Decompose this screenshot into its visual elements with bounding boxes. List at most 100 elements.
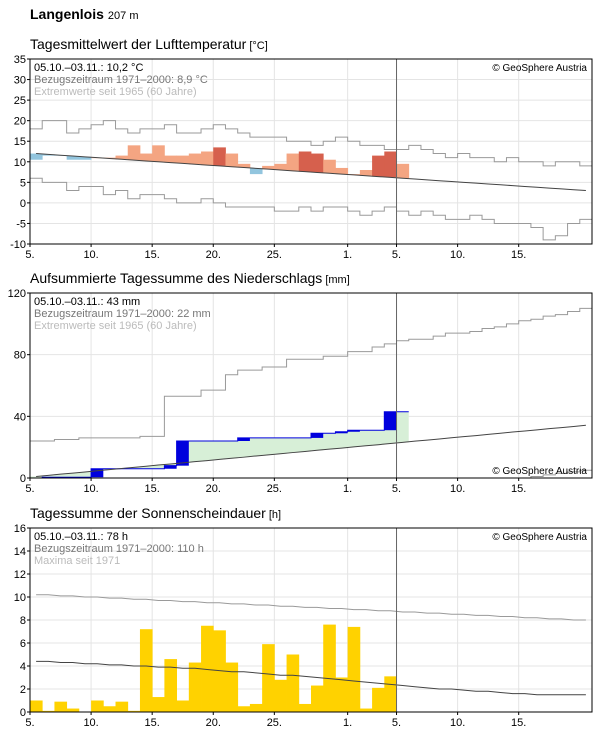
temp-bar	[298, 151, 312, 172]
prec-info-extremes: Extremwerte seit 1965 (60 Jahre)	[34, 320, 197, 332]
temp-xtick-label: 10.	[83, 249, 98, 261]
sun-ytick-label: 0	[20, 707, 26, 719]
temp-xtick-label: 20.	[206, 249, 221, 261]
sun-bar	[201, 625, 214, 712]
sunshine-title: Tagessumme der Sonnenscheindauer [h]	[30, 505, 281, 521]
temperature-title-text: Tagesmittelwert der Lufttemperatur	[30, 36, 247, 52]
temp-bar	[188, 153, 202, 165]
sun-bar	[384, 676, 397, 712]
sun-ytick-label: 12	[14, 569, 26, 581]
sun-bar	[286, 654, 300, 712]
temp-ytick-label: 0	[20, 198, 26, 210]
temp-ytick-label: -5	[16, 218, 26, 230]
prec-ytick-label: 80	[14, 350, 26, 362]
prec-increment-bar	[176, 441, 189, 466]
temp-xtick-label: 25.	[267, 249, 282, 261]
sun-reference-line	[36, 660, 586, 696]
sun-bar	[274, 679, 287, 712]
temp-bar	[201, 151, 214, 166]
temp-bar	[396, 163, 410, 179]
sun-bar	[139, 629, 153, 712]
temp-ytick-label: 5	[20, 177, 26, 189]
temp-plot-border	[29, 58, 593, 245]
temp-bar	[115, 155, 129, 160]
temp-bar	[127, 145, 141, 161]
prec-increment-bar	[311, 433, 324, 438]
sun-xtick-label: 25.	[267, 717, 282, 729]
temp-bar	[78, 156, 92, 160]
temp-bar	[139, 153, 153, 161]
sun-xtick-label: 20.	[206, 717, 221, 729]
prec-xtick-label: 15.	[145, 483, 160, 495]
sun-bar	[164, 659, 178, 712]
prec-xtick-label: 10.	[450, 483, 465, 495]
temp-bar	[372, 155, 385, 177]
precipitation-unit: [mm]	[325, 274, 350, 286]
temp-copyright: © GeoSphere Austria	[492, 63, 587, 74]
temp-bar	[249, 168, 263, 175]
sun-ytick-label: 14	[14, 546, 26, 558]
temp-ytick-label: 15	[14, 136, 26, 148]
temp-extreme-min-line	[30, 177, 592, 241]
sun-bar	[91, 700, 104, 712]
sun-xtick-label: 15.	[145, 717, 160, 729]
prec-increment-bar	[237, 437, 250, 441]
prec-ytick-label: 0	[20, 473, 26, 485]
sun-xtick-label: 10.	[83, 717, 98, 729]
temp-info-extremes: Extremwerte seit 1965 (60 Jahre)	[34, 86, 197, 98]
prec-increment-bar	[384, 411, 397, 431]
temp-bar	[359, 170, 373, 176]
temp-bar	[384, 151, 397, 178]
sun-xtick-label: 1.	[343, 717, 352, 729]
sun-bar	[372, 687, 385, 712]
prec-increment-bar	[335, 431, 348, 434]
temperature-title: Tagesmittelwert der Lufttemperatur [°C]	[30, 36, 268, 52]
sun-bar	[323, 624, 336, 712]
sun-bar	[298, 703, 312, 712]
sun-bar	[225, 662, 239, 712]
prec-xtick-label: 20.	[206, 483, 221, 495]
sun-xtick-label: 15.	[511, 717, 526, 729]
temp-bar	[152, 145, 165, 162]
temp-bar	[164, 155, 178, 163]
sun-bar	[335, 677, 349, 712]
temp-info-reference: Bezugszeitraum 1971–2000: 8,9 °C	[34, 74, 208, 86]
prec-xtick-label: 10.	[83, 483, 98, 495]
temp-bar	[262, 165, 275, 170]
temp-bar	[176, 155, 190, 164]
temp-xtick-label: 1.	[343, 249, 352, 261]
sun-bar	[115, 701, 129, 712]
temp-bar	[274, 163, 287, 170]
sun-bar	[249, 703, 263, 712]
prec-info-current: 05.10.–03.11.: 43 mm	[34, 296, 140, 308]
sun-bar	[176, 700, 190, 712]
temp-xtick-label: 15.	[145, 249, 160, 261]
temp-bar	[30, 153, 43, 160]
temp-xtick-label: 5.	[392, 249, 401, 261]
prec-xtick-label: 1.	[343, 483, 352, 495]
temp-ytick-label: -10	[10, 239, 26, 251]
sun-ytick-label: 6	[20, 638, 26, 650]
sun-xtick-label: 10.	[450, 717, 465, 729]
prec-xtick-label: 5.	[392, 483, 401, 495]
sun-bar	[262, 644, 275, 712]
sun-ytick-label: 10	[14, 592, 26, 604]
sun-bar	[347, 626, 361, 712]
prec-reference-line	[36, 424, 586, 477]
sun-bar	[359, 708, 373, 712]
sun-bar	[213, 630, 226, 712]
precipitation-title-text: Aufsummierte Tagessumme des Niederschlag…	[30, 270, 323, 286]
temp-bar	[286, 153, 300, 171]
sun-bar	[30, 700, 43, 712]
sun-copyright: © GeoSphere Austria	[492, 532, 587, 543]
sun-bar	[103, 706, 116, 712]
sun-maxima-line	[36, 594, 586, 621]
sun-ytick-label: 2	[20, 684, 26, 696]
station-elevation: 207 m	[107, 10, 139, 22]
temp-ytick-label: 25	[14, 95, 26, 107]
temp-xtick-label: 10.	[450, 249, 465, 261]
sun-ytick-label: 8	[20, 615, 26, 627]
